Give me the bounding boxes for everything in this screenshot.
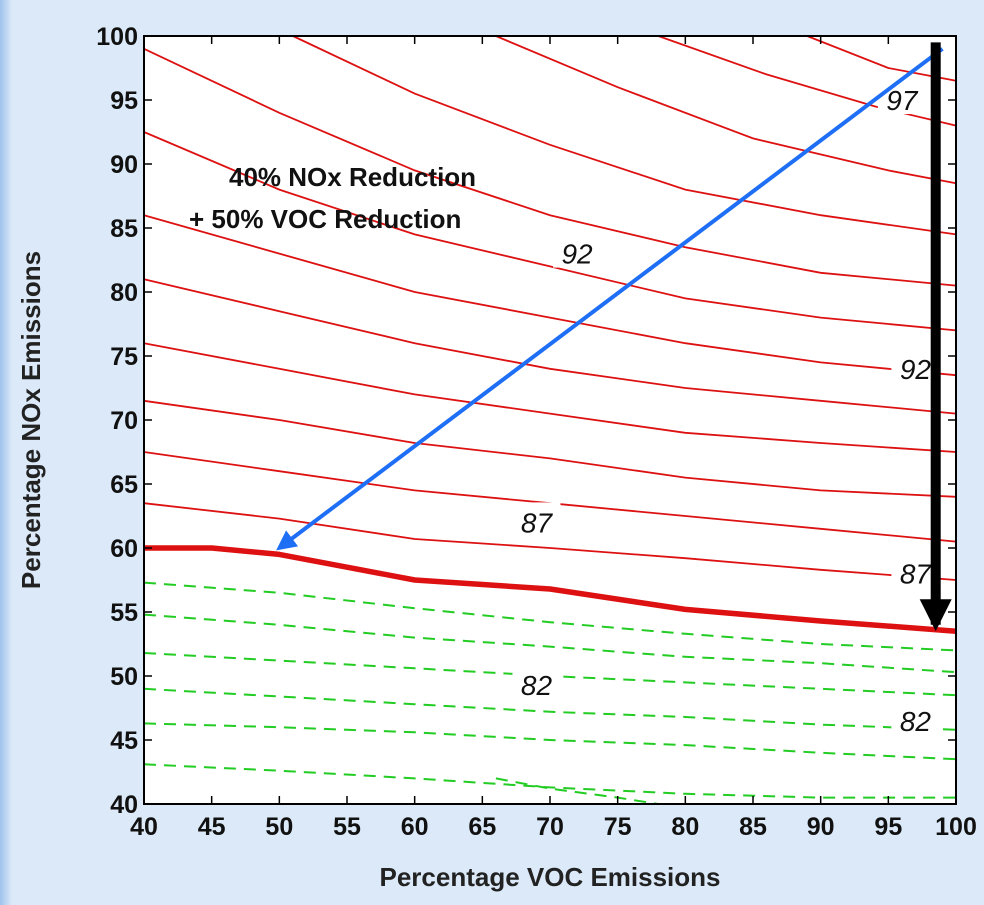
above-threshold-contours <box>143 35 957 581</box>
y-tick-label-6: 70 <box>110 407 138 435</box>
y-tick-label-5: 65 <box>110 471 138 499</box>
combined-reduction-arrow <box>276 47 944 551</box>
contour-above-6 <box>143 131 957 332</box>
y-tick-label-11: 95 <box>110 87 138 115</box>
contour-label-5: 82 <box>521 670 553 701</box>
x-axis-title: Percentage VOC Emissions <box>379 862 720 892</box>
x-tick-label-6: 70 <box>536 813 564 841</box>
contour-below-6 <box>495 777 659 805</box>
contour-above-4 <box>143 278 957 415</box>
annotation-line-1: 40% NOx Reduction <box>229 162 476 192</box>
y-axis-title: Percentage NOx Emissions <box>16 251 46 589</box>
x-tick-label-1: 45 <box>198 813 226 841</box>
contour-label-bg-1 <box>553 233 602 268</box>
contour-label-3: 87 <box>521 507 554 538</box>
y-tick-label-1: 45 <box>110 727 138 755</box>
contour-label-4: 87 <box>900 559 933 590</box>
y-tick-labels: 40 45 50 55 60 65 70 75 80 85 90 95 100 <box>96 23 138 819</box>
contour-below-3 <box>143 687 957 731</box>
threshold-contour-group <box>144 545 957 634</box>
contour-label-bg-0 <box>877 80 926 114</box>
contour-label-2: 92 <box>900 354 932 385</box>
x-tick-label-2: 50 <box>265 813 293 841</box>
contour-below-1 <box>143 613 957 674</box>
x-tick-label-5: 65 <box>468 813 496 841</box>
y-tick-label-8: 80 <box>110 279 138 307</box>
arrows <box>276 42 952 632</box>
annotation-line-2: + 50% VOC Reduction <box>189 204 461 234</box>
contour-above-5 <box>143 214 957 377</box>
contour-above-9 <box>495 35 957 185</box>
y-tick-label-0: 40 <box>110 791 138 819</box>
y-tick-label-4: 60 <box>110 535 138 563</box>
x-tick-label-8: 80 <box>671 813 699 841</box>
contour-above-10 <box>657 35 957 127</box>
contour-label-6: 82 <box>900 706 932 737</box>
x-tick-label-11: 95 <box>874 813 902 841</box>
x-tick-label-0: 40 <box>130 813 158 841</box>
y-tick-label-12: 100 <box>96 23 138 51</box>
contour-above-8 <box>292 35 957 236</box>
contour-label-bg-5 <box>512 664 561 699</box>
x-tick-label-7: 75 <box>604 813 632 841</box>
x-tick-label-9: 85 <box>739 813 767 841</box>
contour-above-0 <box>143 502 957 581</box>
y-tick-label-3: 55 <box>110 599 138 627</box>
y-tick-label-9: 85 <box>110 215 138 243</box>
contour-label-1: 92 <box>561 239 593 270</box>
contour-above-3 <box>143 342 957 453</box>
contour-below-4 <box>143 722 957 761</box>
left-edge-gradient <box>0 0 12 905</box>
contour-label-bg-6 <box>891 700 940 735</box>
x-tick-label-10: 90 <box>807 813 835 841</box>
threshold-contour <box>144 545 957 634</box>
x-tick-label-4: 60 <box>401 813 429 841</box>
y-tick-label-7: 75 <box>110 343 138 371</box>
x-tick-label-3: 55 <box>333 813 361 841</box>
contour-label-bg-3 <box>512 502 561 537</box>
plot-frame <box>143 35 957 805</box>
x-tick-label-12: 100 <box>935 813 977 841</box>
contour-above-7 <box>143 47 957 287</box>
contour-below-0 <box>143 581 957 652</box>
y-tick-label-10: 90 <box>110 151 138 179</box>
contour-above-2 <box>143 399 957 498</box>
contour-label-0: 97 <box>886 85 919 116</box>
contour-below-5 <box>143 763 956 799</box>
y-tick-label-2: 50 <box>110 663 138 691</box>
x-tick-labels: 40 45 50 55 60 65 70 75 80 85 90 95 100 <box>130 813 977 841</box>
